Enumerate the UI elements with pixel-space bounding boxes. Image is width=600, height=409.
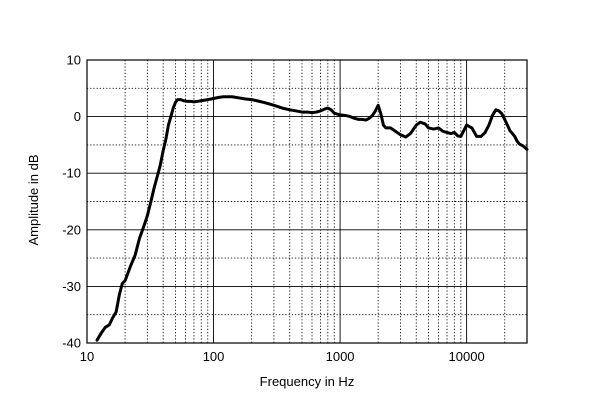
x-tick-label: 100 [203, 349, 225, 364]
x-tick-label: 10000 [449, 349, 485, 364]
y-tick-label: 0 [74, 109, 81, 124]
plot-frame [86, 59, 528, 344]
frequency-response-line [95, 95, 529, 342]
y-tick-labels: 10 0 -10 -20 -30 -40 [62, 53, 81, 351]
y-tick-label: -40 [62, 336, 81, 351]
y-tick-label: -20 [62, 222, 81, 237]
y-axis-label: Amplitude in dB [26, 154, 41, 245]
x-axis-label: Frequency in Hz [260, 374, 355, 389]
x-tick-labels: 10 100 1000 10000 [80, 349, 485, 364]
x-tick-label: 1000 [326, 349, 355, 364]
y-tick-label: -30 [62, 279, 81, 294]
y-tick-label: 10 [67, 53, 81, 68]
y-tick-label: -10 [62, 166, 81, 181]
x-tick-label: 10 [80, 349, 94, 364]
grid [87, 60, 527, 343]
